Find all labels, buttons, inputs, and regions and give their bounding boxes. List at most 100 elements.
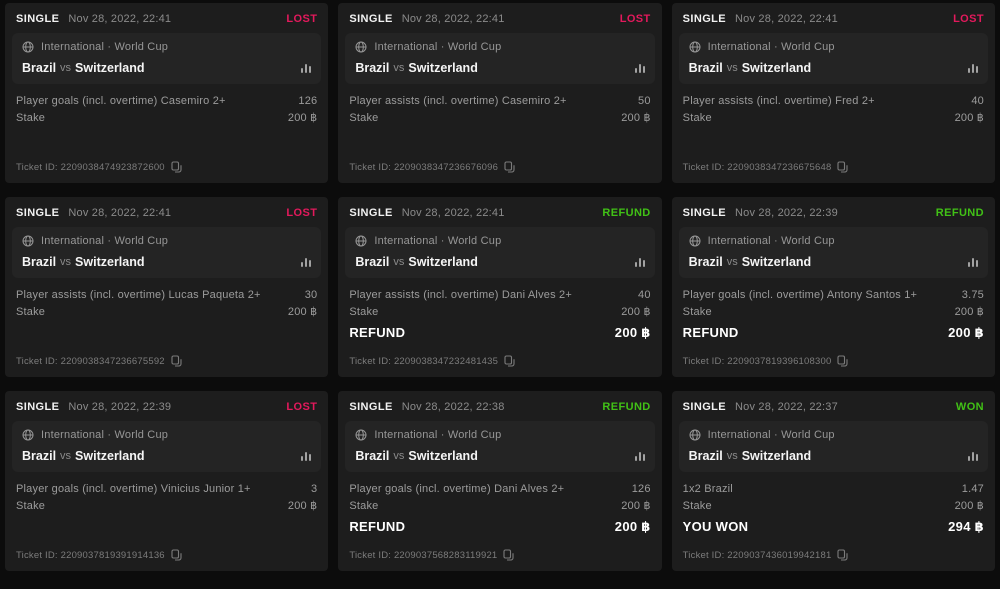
- ticket-header: SINGLE Nov 28, 2022, 22:41 LOST: [16, 13, 317, 25]
- home-team-label: Brazil: [22, 449, 57, 463]
- bet-ticket-card: SINGLE Nov 28, 2022, 22:39 LOST Internat…: [5, 391, 329, 571]
- copy-ticket-id-button[interactable]: [171, 355, 182, 367]
- league-label: International · World Cup: [374, 41, 502, 53]
- stake-value: 200 ฿: [954, 305, 984, 318]
- copy-ticket-id-button[interactable]: [504, 355, 515, 367]
- home-team-label: Brazil: [688, 449, 723, 463]
- copy-ticket-id-button[interactable]: [171, 549, 182, 561]
- ticket-id-label: Ticket ID: 2209037819391914136: [16, 549, 165, 561]
- league-label: International · World Cup: [374, 429, 502, 441]
- vs-label: vs: [60, 450, 72, 462]
- bet-ticket-card: SINGLE Nov 28, 2022, 22:41 LOST Internat…: [5, 197, 329, 377]
- ticket-type-label: SINGLE: [16, 401, 60, 413]
- status-badge: REFUND: [602, 401, 651, 413]
- result-value: 200 ฿: [614, 325, 651, 340]
- stake-label: Stake: [16, 305, 46, 318]
- copy-ticket-id-button[interactable]: [837, 355, 849, 367]
- bet-ticket-card: SINGLE Nov 28, 2022, 22:41 LOST Internat…: [5, 3, 329, 183]
- ticket-datetime: Nov 28, 2022, 22:38: [401, 401, 505, 413]
- match-stats-icon[interactable]: [634, 63, 645, 73]
- result-label: REFUND: [682, 325, 739, 340]
- stake-label: Stake: [16, 111, 46, 124]
- away-team-label: Switzerland: [75, 255, 145, 269]
- match-title: Brazil vs Switzerland: [355, 449, 645, 463]
- league-label: International · World Cup: [41, 41, 169, 53]
- match-stats-icon[interactable]: [301, 257, 312, 267]
- vs-label: vs: [726, 62, 738, 74]
- status-badge: REFUND: [935, 207, 984, 219]
- bet-market-label: Player assists (incl. overtime) Fred 2+: [682, 95, 875, 107]
- bet-market-label: Player assists (incl. overtime) Lucas Pa…: [16, 289, 261, 301]
- ticket-datetime: Nov 28, 2022, 22:41: [401, 13, 505, 25]
- result-row: REFUND 200 ฿: [348, 325, 651, 341]
- ticket-id-label: Ticket ID: 2209037568283119921: [349, 549, 498, 561]
- bet-odds-value: 40: [971, 95, 984, 107]
- result-value: 294 ฿: [948, 519, 984, 534]
- result-row: REFUND 200 ฿: [348, 519, 651, 535]
- copy-ticket-id-button[interactable]: [504, 161, 515, 173]
- home-team-label: Brazil: [22, 255, 57, 269]
- vs-label: vs: [726, 256, 738, 268]
- ticket-header: SINGLE Nov 28, 2022, 22:39 LOST: [16, 401, 317, 413]
- match-stats-icon[interactable]: [968, 451, 978, 461]
- bet-market-row: Player assists (incl. overtime) Casemiro…: [348, 93, 651, 110]
- match-stats-icon[interactable]: [634, 257, 645, 267]
- stake-label: Stake: [349, 111, 379, 124]
- match-stats-icon[interactable]: [301, 451, 312, 461]
- ticket-id-label: Ticket ID: 2209038347232481435: [349, 355, 499, 367]
- ticket-id-value: 2209038347236675648: [727, 161, 832, 173]
- league-row: International · World Cup: [689, 235, 978, 247]
- match-stats-icon[interactable]: [968, 257, 978, 267]
- bet-market-label: Player goals (incl. overtime) Casemiro 2…: [16, 95, 226, 107]
- ticket-datetime: Nov 28, 2022, 22:41: [68, 207, 172, 219]
- league-label: International · World Cup: [707, 235, 835, 247]
- status-badge: LOST: [286, 207, 318, 219]
- ticket-id-row: Ticket ID: 2209038347236675592: [15, 355, 318, 367]
- bet-market-row: 1x2 Brazil 1.47: [682, 481, 985, 498]
- stake-row: Stake 200 ฿: [682, 110, 985, 127]
- copy-ticket-id-button[interactable]: [837, 161, 849, 173]
- ticket-id-row: Ticket ID: 2209038474923872600: [15, 161, 318, 173]
- bet-market-row: Player goals (incl. overtime) Vinicius J…: [15, 481, 318, 498]
- match-info-box: International · World Cup Brazil vs Swit…: [678, 227, 988, 278]
- globe-icon: [355, 235, 367, 247]
- stake-label: Stake: [682, 499, 712, 512]
- match-stats-icon[interactable]: [634, 451, 645, 461]
- match-info-box: International · World Cup Brazil vs Swit…: [345, 33, 655, 84]
- bet-odds-value: 126: [631, 483, 651, 495]
- stake-row: Stake 200 ฿: [15, 110, 318, 127]
- bet-market-label: 1x2 Brazil: [682, 483, 733, 495]
- stake-value: 200 ฿: [621, 305, 651, 318]
- ticket-type-label: SINGLE: [16, 207, 60, 219]
- ticket-header: SINGLE Nov 28, 2022, 22:41 LOST: [349, 13, 650, 25]
- stake-row: Stake 200 ฿: [15, 304, 318, 321]
- match-stats-icon[interactable]: [301, 63, 312, 73]
- ticket-datetime: Nov 28, 2022, 22:41: [401, 207, 505, 219]
- globe-icon: [689, 429, 701, 441]
- bet-ticket-card: SINGLE Nov 28, 2022, 22:37 WON Internati…: [671, 391, 995, 571]
- tickets-grid: SINGLE Nov 28, 2022, 22:41 LOST Internat…: [5, 3, 995, 571]
- copy-ticket-id-button[interactable]: [171, 161, 182, 173]
- ticket-type-label: SINGLE: [16, 13, 60, 25]
- stake-value: 200 ฿: [621, 499, 651, 512]
- match-stats-icon[interactable]: [968, 63, 978, 73]
- bet-ticket-card: SINGLE Nov 28, 2022, 22:41 LOST Internat…: [671, 3, 995, 183]
- ticket-id-row: Ticket ID: 2209038347232481435: [348, 355, 651, 367]
- match-title: Brazil vs Switzerland: [355, 61, 645, 75]
- league-row: International · World Cup: [689, 41, 978, 53]
- ticket-datetime: Nov 28, 2022, 22:37: [735, 401, 838, 413]
- ticket-datetime: Nov 28, 2022, 22:41: [68, 13, 172, 25]
- bet-market-row: Player assists (incl. overtime) Dani Alv…: [348, 287, 651, 304]
- bet-odds-value: 30: [304, 289, 318, 301]
- bet-market-label: Player goals (incl. overtime) Dani Alves…: [349, 483, 565, 495]
- home-team-label: Brazil: [355, 61, 390, 75]
- home-team-label: Brazil: [688, 61, 723, 75]
- copy-ticket-id-button[interactable]: [837, 549, 849, 561]
- ticket-type-label: SINGLE: [349, 401, 393, 413]
- ticket-datetime: Nov 28, 2022, 22:39: [735, 207, 838, 219]
- copy-ticket-id-button[interactable]: [503, 549, 514, 561]
- ticket-id-value: 2209037819391914136: [60, 549, 165, 561]
- league-label: International · World Cup: [374, 235, 502, 247]
- league-label: International · World Cup: [707, 41, 835, 53]
- ticket-header: SINGLE Nov 28, 2022, 22:41 LOST: [16, 207, 317, 219]
